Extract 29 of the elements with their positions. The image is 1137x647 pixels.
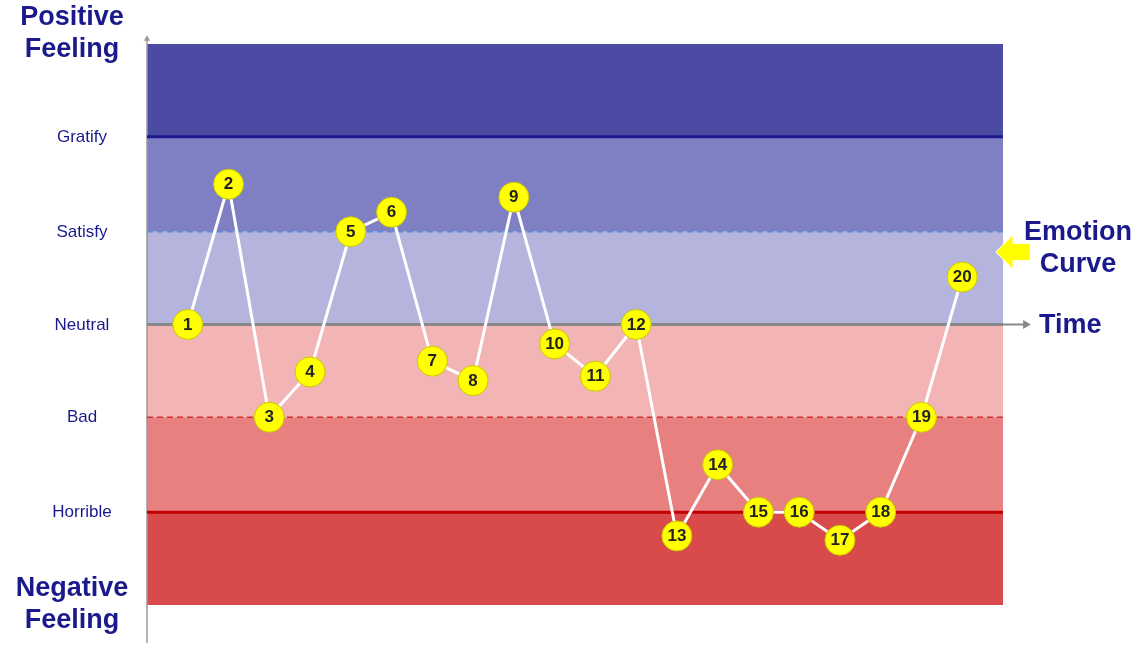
text: Emotion Curve	[1024, 216, 1132, 278]
ref-line-label: Neutral	[54, 314, 110, 334]
x-tick-label: 7	[427, 351, 438, 371]
x-tick-label: 16	[789, 502, 809, 522]
ref-line-label: Satisfy	[56, 221, 108, 241]
x-tick-label: 6	[386, 202, 397, 222]
text: Negative Feeling	[15, 572, 129, 634]
x-tick-label: 19	[912, 407, 931, 427]
x-tick-label: 2	[223, 174, 234, 194]
x-tick-label: 18	[871, 502, 891, 522]
ref-line-label: Bad	[66, 407, 98, 427]
x-tick-label: 17	[830, 530, 850, 550]
x-tick-label: 15	[748, 502, 768, 522]
x-tick-label: 5	[346, 221, 356, 241]
ref-line-label: Gratify	[56, 126, 108, 146]
x-tick-label: 9	[509, 187, 519, 207]
x-tick-label: 14	[708, 454, 728, 474]
x-axis-title: Time	[1039, 308, 1102, 339]
x-tick-label: 13	[667, 525, 687, 545]
x-tick-label: 10	[545, 333, 565, 353]
x-tick-label: 4	[305, 361, 316, 381]
x-tick-label: 8	[468, 370, 478, 390]
text: Positive Feeling	[20, 1, 124, 63]
x-tick-label: 1	[183, 314, 193, 334]
x-tick-label: 12	[626, 314, 646, 334]
ref-line-label: Horrible	[52, 502, 112, 522]
x-tick-label: 20	[952, 267, 972, 287]
x-tick-label: 3	[264, 407, 275, 427]
x-tick-label: 11	[586, 366, 605, 386]
